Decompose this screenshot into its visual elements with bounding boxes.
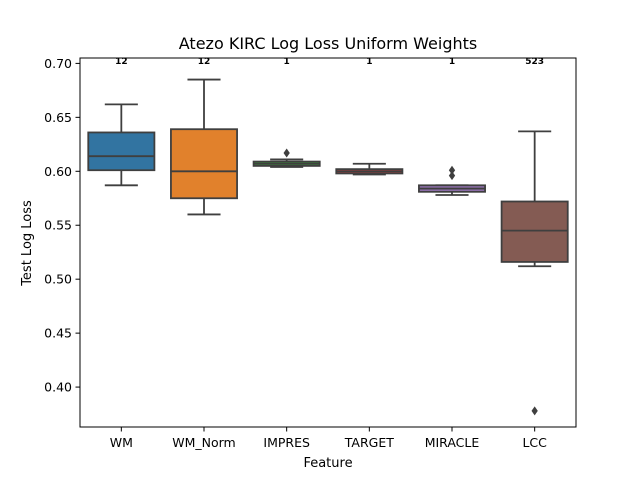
count-annotation: 1 [284, 57, 290, 67]
outlier-point [283, 148, 290, 158]
y-tick-label: 0.60 [44, 164, 72, 179]
x-tick-label: MIRACLE [425, 435, 480, 450]
count-annotation: 523 [525, 57, 544, 67]
y-tick-label: 0.55 [44, 218, 72, 233]
axes: WM WM_Norm IMPRES TARGET MIRACLE LCC 0.40 0.45 0… [44, 56, 577, 450]
box-iqr [170, 128, 238, 200]
x-tick-label: IMPRES [263, 435, 310, 450]
plot-frame [79, 57, 577, 428]
plot-area: 12 12 1 1 1 523 [87, 57, 569, 416]
x-tick-label: LCC [522, 435, 547, 450]
y-tick-label: 0.70 [44, 56, 72, 71]
x-tick-label: TARGET [344, 435, 394, 450]
y-tick-label: 0.45 [44, 326, 72, 341]
count-annotation: 12 [115, 57, 128, 67]
count-annotation: 1 [366, 57, 372, 67]
y-tick-label: 0.40 [44, 380, 72, 395]
outlier-point [531, 406, 538, 416]
box-group-lcc: 523 [500, 57, 569, 416]
y-tick-label: 0.50 [44, 272, 72, 287]
box-iqr [87, 131, 156, 172]
x-tick-label: WM_Norm [172, 435, 236, 450]
box-group-wm-norm: 12 [170, 57, 238, 216]
y-axis-label: Test Log Loss [20, 200, 35, 287]
outlier-point [448, 171, 456, 181]
outlier-point [448, 165, 456, 175]
chart-title: Atezo KIRC Log Loss Uniform Weights [179, 34, 477, 53]
box-group-impres: 1 [252, 57, 321, 168]
box-group-wm: 12 [87, 57, 156, 187]
x-tick-label: WM [110, 435, 133, 450]
y-tick-label: 0.65 [44, 110, 72, 125]
box-iqr [500, 200, 569, 263]
box-group-target: 1 [335, 57, 404, 176]
x-axis-label: Feature [303, 456, 352, 471]
count-annotation: 12 [198, 57, 211, 67]
count-annotation: 1 [449, 57, 455, 67]
box-group-miracle: 1 [418, 57, 486, 196]
